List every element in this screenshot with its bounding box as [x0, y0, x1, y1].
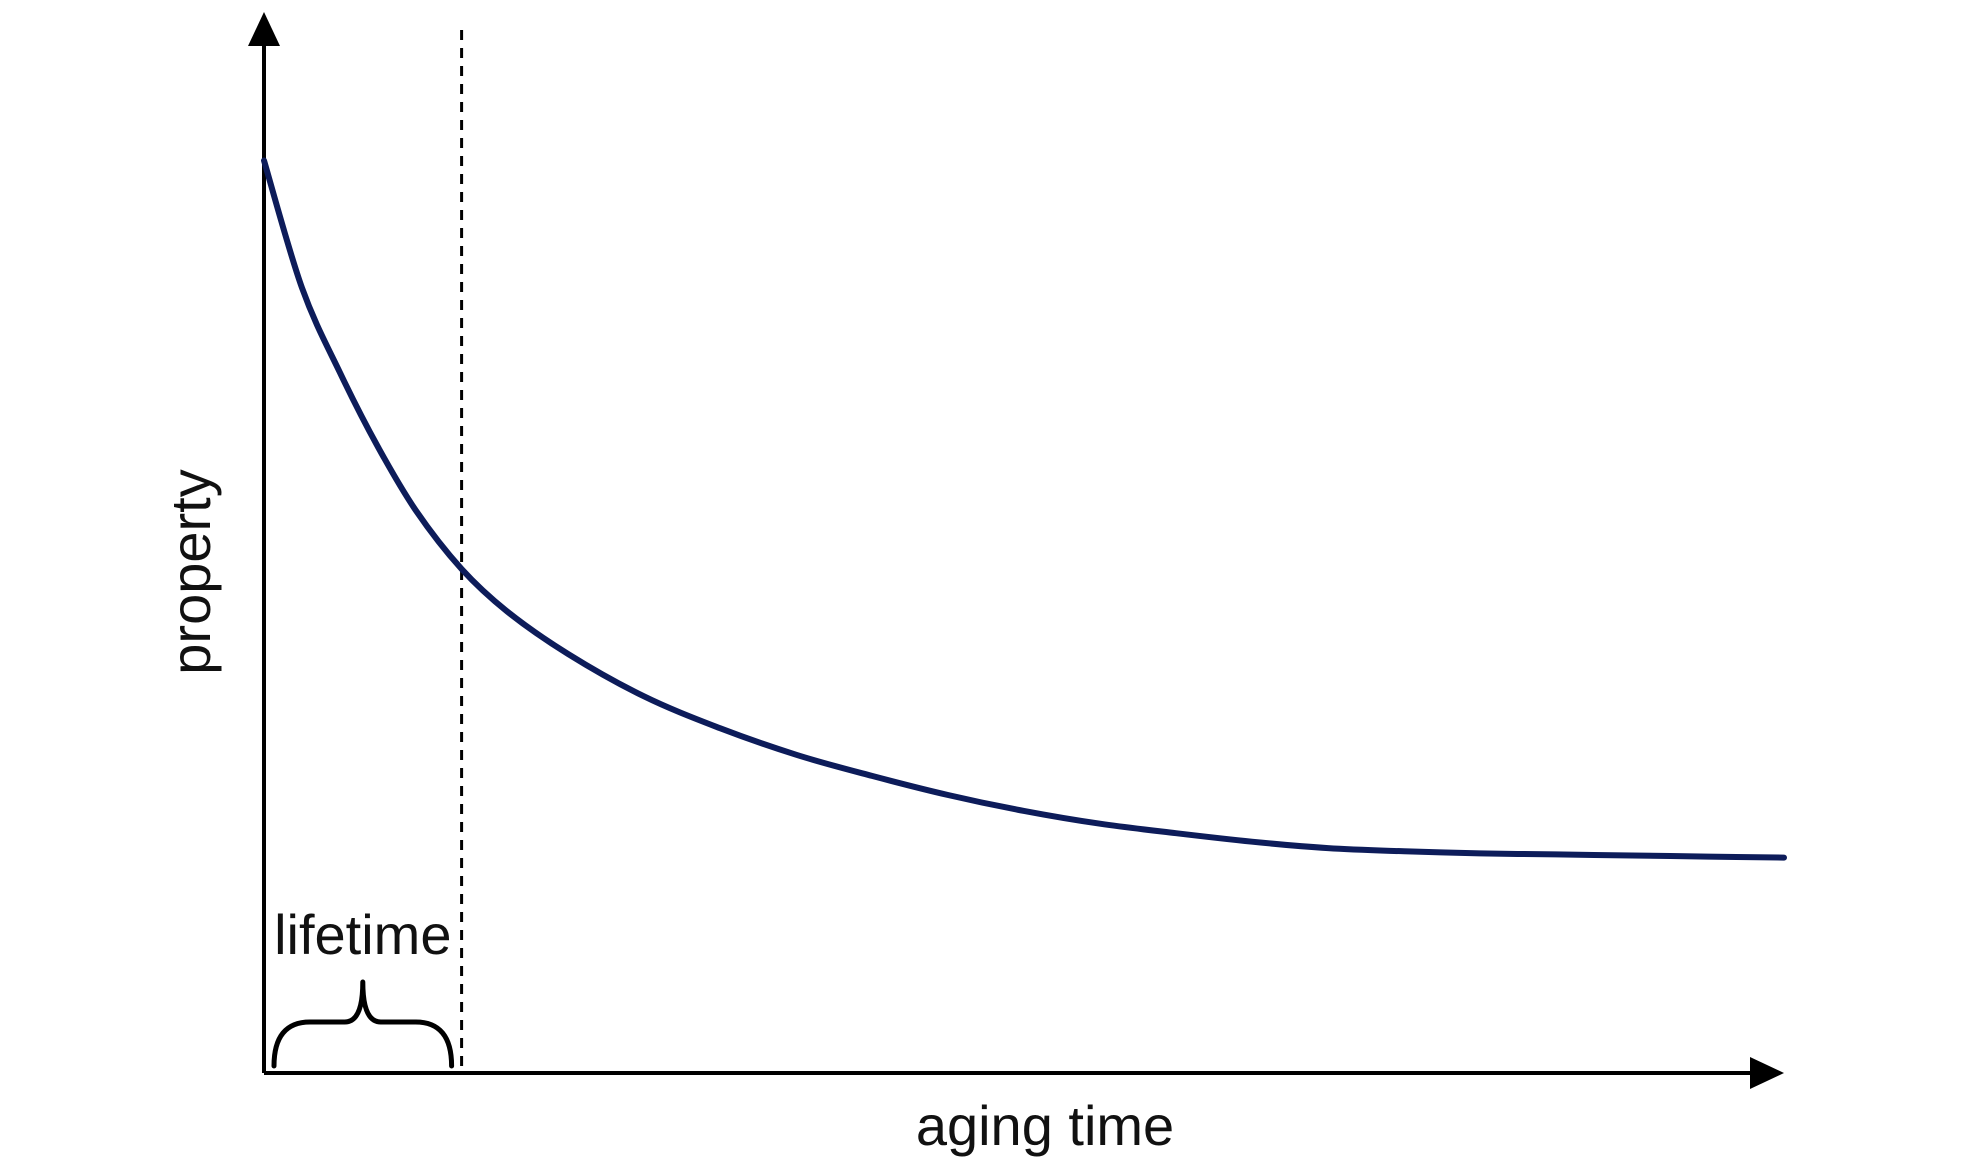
- x-axis-arrow-icon: [1750, 1057, 1784, 1089]
- x-axis-label: aging time: [916, 1094, 1174, 1157]
- y-axis-arrow-icon: [248, 12, 280, 46]
- y-axis-label: property: [159, 469, 222, 674]
- lifetime-brace-icon: [271, 979, 455, 1069]
- series-line: [261, 157, 1787, 861]
- annotation-lifetime: lifetime: [274, 903, 451, 966]
